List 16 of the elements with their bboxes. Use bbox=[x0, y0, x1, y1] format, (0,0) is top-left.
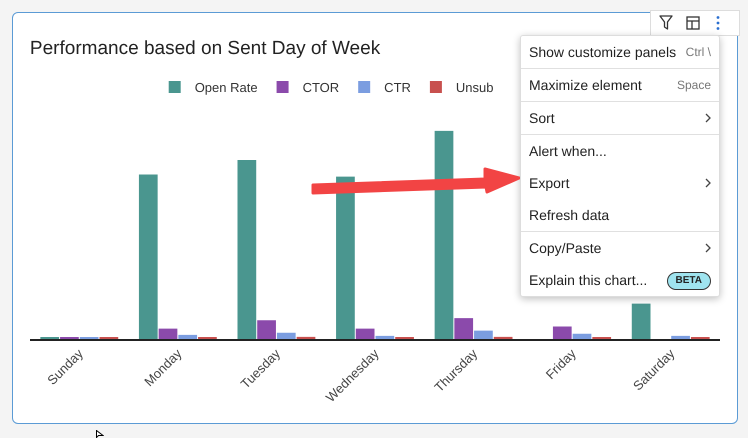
text: Maximize element bbox=[529, 77, 642, 93]
annotation: Explain this chart... bbox=[529, 272, 648, 288]
annotation: Copy/Paste bbox=[529, 240, 602, 256]
legend-label: Unsub bbox=[456, 80, 494, 96]
text: Show customize panels bbox=[529, 44, 676, 60]
legend-label: CTOR bbox=[302, 80, 340, 96]
annotation: Refresh data bbox=[529, 207, 610, 223]
annotation: Export bbox=[529, 175, 570, 191]
annotation: BETA bbox=[666, 272, 711, 290]
legend-label: CTR bbox=[384, 80, 411, 96]
chart-title: Performance based on Sent Day of Week bbox=[30, 38, 381, 59]
text: Space bbox=[676, 77, 711, 94]
legend-label: Open Rate bbox=[194, 80, 258, 96]
text: Ctrl \ bbox=[686, 44, 711, 61]
annotation: Alert when... bbox=[529, 143, 607, 159]
text: Sort bbox=[529, 110, 555, 126]
